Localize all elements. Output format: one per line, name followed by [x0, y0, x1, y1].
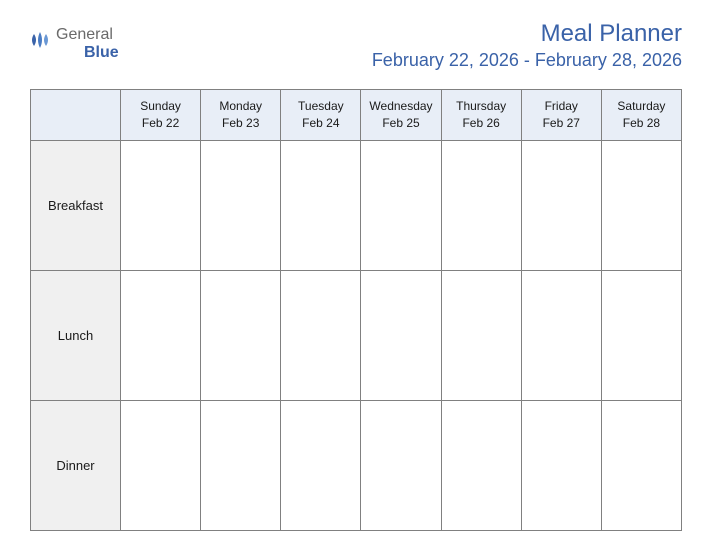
meal-row-header: Dinner: [31, 400, 121, 530]
meal-cell[interactable]: [601, 140, 681, 270]
day-header: WednesdayFeb 25: [361, 90, 441, 141]
meal-cell[interactable]: [281, 400, 361, 530]
meal-cell[interactable]: [441, 140, 521, 270]
meal-cell[interactable]: [521, 140, 601, 270]
day-header: SaturdayFeb 28: [601, 90, 681, 141]
meal-cell[interactable]: [121, 140, 201, 270]
day-header: ThursdayFeb 26: [441, 90, 521, 141]
day-header: TuesdayFeb 24: [281, 90, 361, 141]
table-row: Lunch: [31, 270, 682, 400]
meal-cell[interactable]: [121, 400, 201, 530]
logo-swirl-icon: [30, 28, 54, 60]
date-range: February 22, 2026 - February 28, 2026: [372, 50, 682, 71]
meal-cell[interactable]: [521, 270, 601, 400]
meal-cell[interactable]: [281, 140, 361, 270]
table-row: Dinner: [31, 400, 682, 530]
day-header: FridayFeb 27: [521, 90, 601, 141]
logo-word2: Blue: [56, 44, 119, 61]
meal-row-header: Lunch: [31, 270, 121, 400]
meal-cell[interactable]: [441, 400, 521, 530]
table-row: Breakfast: [31, 140, 682, 270]
logo-text: General Blue: [56, 26, 119, 62]
meal-cell[interactable]: [121, 270, 201, 400]
meal-cell[interactable]: [601, 270, 681, 400]
meal-cell[interactable]: [441, 270, 521, 400]
logo-word1: General: [56, 26, 113, 43]
meal-cell[interactable]: [601, 400, 681, 530]
meal-cell[interactable]: [201, 400, 281, 530]
meal-cell[interactable]: [201, 270, 281, 400]
title-block: Meal Planner February 22, 2026 - Februar…: [372, 20, 682, 71]
meal-cell[interactable]: [201, 140, 281, 270]
meal-cell[interactable]: [521, 400, 601, 530]
day-header: SundayFeb 22: [121, 90, 201, 141]
logo: General Blue: [30, 20, 119, 62]
page-title: Meal Planner: [372, 20, 682, 48]
corner-cell: [31, 90, 121, 141]
meal-cell[interactable]: [361, 270, 441, 400]
header: General Blue Meal Planner February 22, 2…: [30, 20, 682, 71]
meal-planner-table: SundayFeb 22 MondayFeb 23 TuesdayFeb 24 …: [30, 89, 682, 531]
meal-cell[interactable]: [281, 270, 361, 400]
meal-cell[interactable]: [361, 140, 441, 270]
meal-row-header: Breakfast: [31, 140, 121, 270]
meal-cell[interactable]: [361, 400, 441, 530]
day-header: MondayFeb 23: [201, 90, 281, 141]
